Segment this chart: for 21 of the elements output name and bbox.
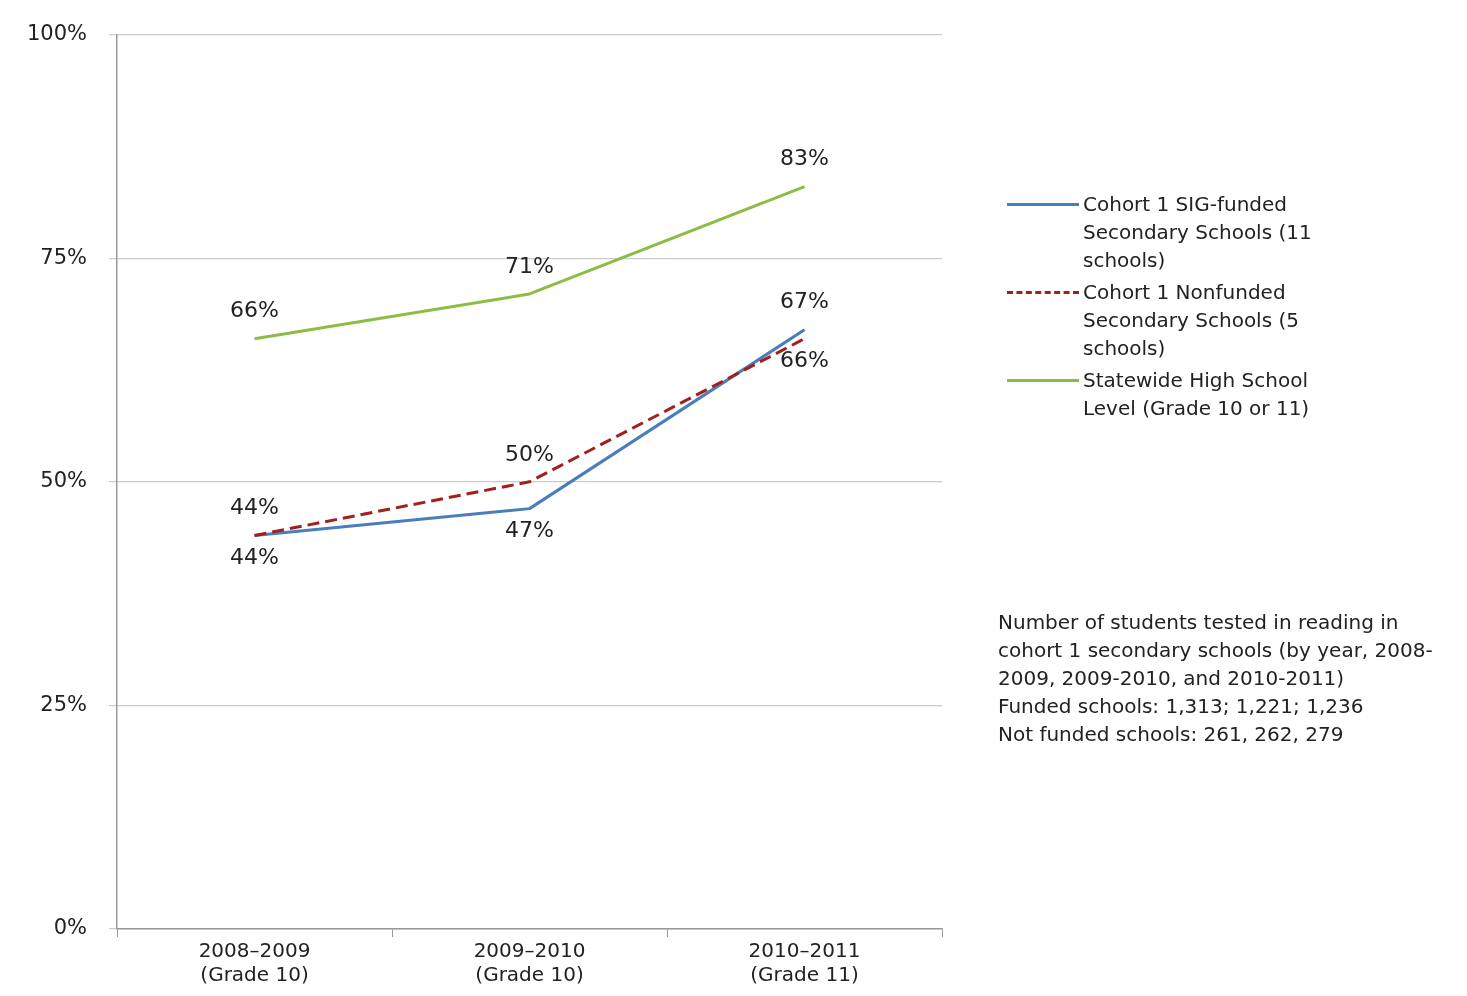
data-label: 47% xyxy=(505,517,554,543)
data-label: 66% xyxy=(780,347,829,373)
y-tick-label: 100% xyxy=(26,21,88,46)
data-label: 44% xyxy=(230,544,279,570)
x-tick-label: 2010–2011 (Grade 11) xyxy=(748,938,861,987)
y-tick-label: 75% xyxy=(40,244,88,269)
x-tick-label: 2008–2009 (Grade 10) xyxy=(198,938,311,987)
data-label: 66% xyxy=(230,297,279,323)
text: Number of students tested in reading in cohort 1 secondary schools (by year, 2008-2009, 2009-2010, and 2010-2011) Funded schools: 1,313; 1,221; 1,236 Not funded schools: 261, 262, 279 xyxy=(998,609,1434,748)
data-label: 50% xyxy=(505,440,554,466)
data-label: 44% xyxy=(230,494,279,520)
data-label: 83% xyxy=(780,145,829,171)
legend-label: Cohort 1 SIG-funded Secondary Schools (11 schools) xyxy=(1083,191,1313,274)
data-label: 67% xyxy=(780,288,829,314)
data-label: 71% xyxy=(505,252,554,278)
y-tick-label: 25% xyxy=(40,691,88,716)
legend-label: Cohort 1 Nonfunded Secondary Schools (5 schools) xyxy=(1083,279,1300,362)
y-tick-label: 50% xyxy=(40,468,88,493)
y-tick-label: 0% xyxy=(53,915,88,940)
x-tick-label: 2009–2010 (Grade 10) xyxy=(473,938,586,987)
legend-label: Statewide High School Level (Grade 10 or 11) xyxy=(1083,367,1311,422)
